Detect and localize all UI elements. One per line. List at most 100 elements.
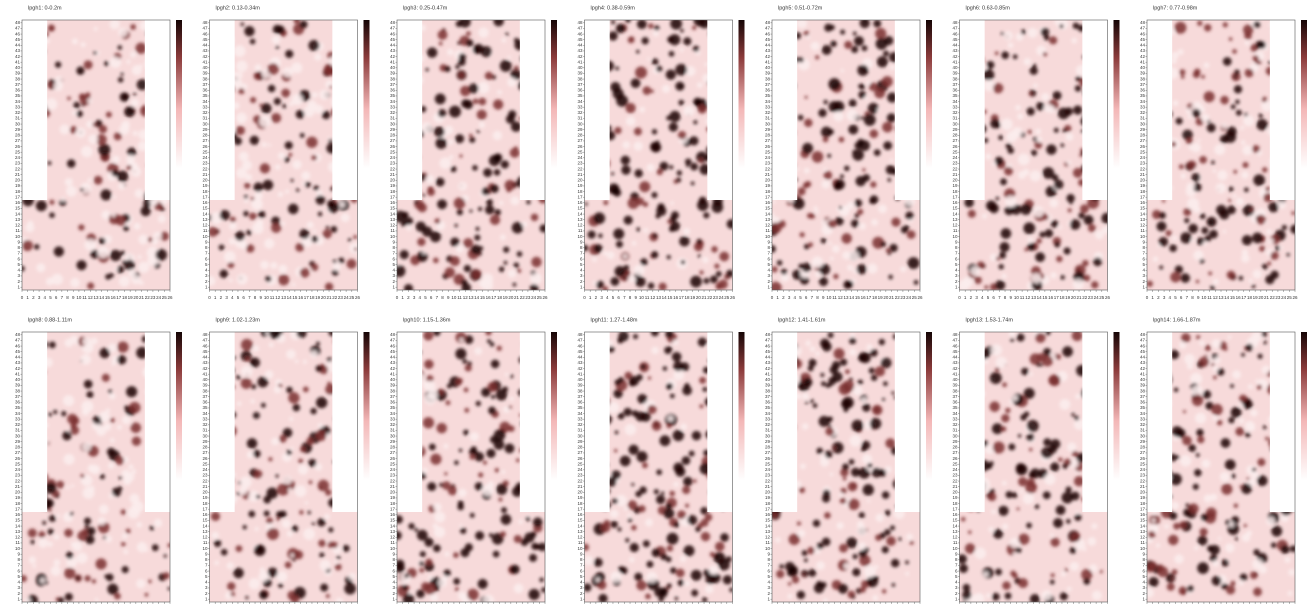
blob bbox=[47, 161, 52, 166]
blob bbox=[800, 463, 806, 470]
blob bbox=[64, 567, 76, 579]
blob bbox=[460, 527, 467, 534]
y-tick-label: 15 bbox=[202, 518, 208, 523]
blob bbox=[858, 549, 867, 558]
blob bbox=[347, 238, 352, 242]
blob bbox=[404, 217, 414, 226]
x-tick-label: 14 bbox=[1224, 295, 1230, 300]
blob bbox=[1256, 214, 1266, 225]
y-tick-label: 15 bbox=[952, 206, 958, 211]
blob bbox=[253, 182, 264, 193]
blob bbox=[1083, 215, 1094, 225]
blob bbox=[848, 124, 859, 135]
blob bbox=[991, 509, 996, 515]
x-tick-label: 19 bbox=[1253, 295, 1259, 300]
blob bbox=[239, 486, 248, 495]
x-tick-label: 21 bbox=[327, 295, 333, 300]
y-tick-label: 28 bbox=[15, 445, 21, 450]
blob bbox=[153, 518, 163, 528]
blob bbox=[1033, 206, 1044, 218]
blob bbox=[22, 240, 33, 252]
blob bbox=[669, 393, 675, 399]
blob bbox=[257, 376, 269, 388]
blob bbox=[78, 71, 82, 75]
blob bbox=[815, 55, 820, 60]
blob bbox=[1256, 119, 1268, 131]
x-tick-label: 12 bbox=[1213, 295, 1219, 300]
blob bbox=[1238, 275, 1244, 281]
y-tick-label: 2 bbox=[205, 591, 208, 596]
blob bbox=[86, 526, 96, 536]
blob bbox=[791, 575, 800, 584]
y-tick-label: 14 bbox=[765, 523, 771, 528]
blob bbox=[290, 594, 300, 602]
blob bbox=[885, 248, 891, 253]
y-tick-label: 47 bbox=[765, 26, 771, 31]
blob bbox=[47, 528, 54, 535]
y-tick-label: 35 bbox=[15, 93, 21, 98]
blob bbox=[278, 152, 286, 160]
blob bbox=[485, 205, 495, 215]
blob bbox=[403, 283, 414, 290]
y-tick-label: 30 bbox=[202, 433, 208, 438]
blob bbox=[483, 168, 493, 178]
x-tick-label: 13 bbox=[1031, 295, 1037, 300]
blob bbox=[905, 211, 914, 220]
blob bbox=[698, 158, 704, 164]
blob bbox=[93, 175, 103, 185]
blob bbox=[832, 446, 837, 450]
blob bbox=[132, 130, 138, 136]
blob bbox=[709, 551, 715, 558]
x-tick-label: 7 bbox=[811, 295, 814, 300]
y-tick-label: 39 bbox=[1140, 71, 1146, 76]
y-tick-label: 47 bbox=[202, 338, 208, 343]
blob bbox=[849, 333, 856, 339]
blob bbox=[532, 517, 543, 528]
mask-right bbox=[332, 20, 358, 200]
y-tick-label: 23 bbox=[390, 473, 396, 478]
blob bbox=[284, 141, 293, 150]
blob bbox=[1043, 348, 1052, 357]
mask-left bbox=[772, 332, 798, 512]
y-tick-label: 11 bbox=[953, 540, 958, 545]
blob bbox=[904, 225, 910, 230]
blob bbox=[1268, 201, 1279, 213]
blob bbox=[673, 481, 679, 488]
blob bbox=[521, 221, 528, 228]
blob bbox=[66, 556, 78, 568]
blob bbox=[884, 529, 891, 536]
y-tick-label: 20 bbox=[390, 178, 396, 183]
y-tick-label: 28 bbox=[15, 133, 21, 138]
y-tick-label: 37 bbox=[577, 394, 583, 399]
blob bbox=[870, 181, 877, 188]
blob bbox=[127, 147, 137, 157]
blob bbox=[669, 110, 681, 123]
y-tick-label: 13 bbox=[202, 217, 208, 222]
blob bbox=[998, 264, 1004, 270]
y-tick-label: 27 bbox=[765, 138, 771, 143]
y-tick-label: 25 bbox=[1140, 149, 1146, 154]
blob bbox=[293, 550, 304, 560]
blob bbox=[677, 130, 687, 140]
y-tick-label: 31 bbox=[15, 116, 21, 121]
blob bbox=[984, 285, 989, 290]
blob bbox=[995, 568, 1002, 576]
blob bbox=[802, 142, 814, 154]
mask-right bbox=[894, 332, 920, 512]
y-tick-label: 2 bbox=[392, 591, 395, 596]
blob bbox=[862, 174, 870, 182]
blob bbox=[163, 554, 167, 558]
blob bbox=[123, 225, 129, 232]
y-tick-label: 24 bbox=[202, 155, 208, 160]
blob bbox=[287, 487, 292, 492]
blob bbox=[611, 172, 615, 176]
blob bbox=[87, 282, 95, 290]
y-tick-label: 47 bbox=[1140, 26, 1146, 31]
y-tick-label: 23 bbox=[15, 161, 21, 166]
blob bbox=[677, 579, 685, 587]
x-tick-label: 9 bbox=[1009, 295, 1012, 300]
y-tick-label: 17 bbox=[765, 194, 771, 199]
y-tick-label: 1 bbox=[17, 284, 20, 289]
blob bbox=[715, 270, 722, 277]
blob bbox=[477, 578, 488, 589]
